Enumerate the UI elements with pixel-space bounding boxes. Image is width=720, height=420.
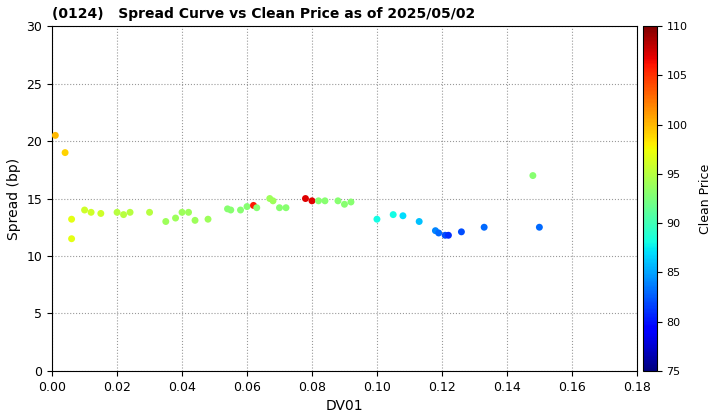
Point bbox=[456, 228, 467, 235]
Point bbox=[176, 209, 188, 215]
Point bbox=[183, 209, 194, 215]
Point bbox=[118, 211, 130, 218]
Point bbox=[397, 213, 409, 219]
Point bbox=[85, 209, 96, 215]
Point bbox=[478, 224, 490, 231]
Point bbox=[534, 224, 545, 231]
Point bbox=[439, 232, 451, 239]
Point bbox=[280, 205, 292, 211]
Point bbox=[300, 195, 311, 202]
Point bbox=[66, 235, 77, 242]
Point bbox=[189, 217, 201, 224]
Point bbox=[50, 132, 61, 139]
Point bbox=[225, 207, 237, 213]
Point bbox=[332, 197, 343, 204]
Point bbox=[413, 218, 425, 225]
Point bbox=[222, 205, 233, 212]
Point bbox=[251, 205, 263, 211]
Point bbox=[372, 216, 383, 223]
Point bbox=[430, 227, 441, 234]
Point bbox=[59, 149, 71, 156]
Point bbox=[248, 202, 259, 209]
Point bbox=[125, 209, 136, 215]
Point bbox=[160, 218, 171, 225]
Text: (0124)   Spread Curve vs Clean Price as of 2025/05/02: (0124) Spread Curve vs Clean Price as of… bbox=[52, 7, 475, 21]
Point bbox=[66, 216, 77, 223]
Point bbox=[170, 215, 181, 221]
Point bbox=[443, 232, 454, 239]
Point bbox=[235, 207, 246, 213]
Point bbox=[312, 197, 324, 204]
Point bbox=[274, 205, 285, 211]
Point bbox=[267, 197, 279, 204]
Point bbox=[202, 216, 214, 223]
Point bbox=[345, 199, 356, 205]
Y-axis label: Clean Price: Clean Price bbox=[698, 163, 711, 234]
Point bbox=[112, 209, 123, 215]
Point bbox=[306, 197, 318, 204]
Point bbox=[144, 209, 156, 215]
Point bbox=[527, 172, 539, 179]
Point bbox=[264, 195, 276, 202]
X-axis label: DV01: DV01 bbox=[325, 399, 364, 413]
Point bbox=[387, 211, 399, 218]
Point bbox=[95, 210, 107, 217]
Point bbox=[241, 203, 253, 210]
Y-axis label: Spread (bp): Spread (bp) bbox=[7, 158, 21, 239]
Point bbox=[78, 207, 90, 213]
Point bbox=[338, 201, 350, 207]
Point bbox=[319, 197, 330, 204]
Point bbox=[433, 230, 444, 236]
